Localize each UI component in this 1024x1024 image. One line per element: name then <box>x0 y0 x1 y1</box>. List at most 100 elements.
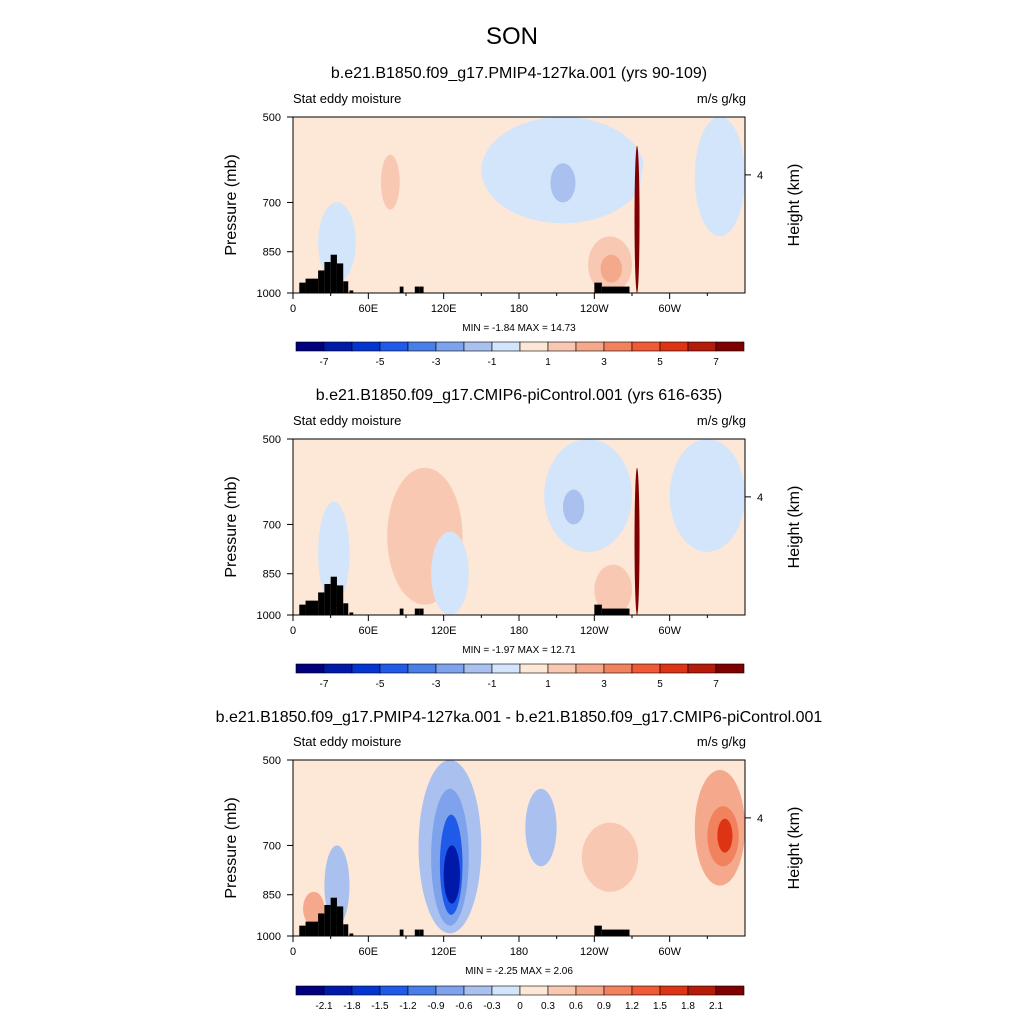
x-tick-label: 120W <box>580 625 609 637</box>
terrain-block <box>336 585 344 615</box>
y-tick-label: 1000 <box>257 931 281 943</box>
colorbar-swatch <box>575 663 605 674</box>
terrain-block <box>318 592 325 615</box>
y-tick-label: 850 <box>263 890 281 902</box>
colorbar-swatch <box>435 985 465 996</box>
y-axis-label: Pressure (mb) <box>223 154 240 255</box>
x-tick-label: 60E <box>359 303 379 315</box>
colorbar-swatch <box>407 663 437 674</box>
panel-1-right-label: m/s g/kg <box>697 91 746 106</box>
y-tick-label: 700 <box>263 840 281 852</box>
panel-2-plot: 0 60E 120E 180 120W 60W 500 700 850 1000 4 Pressure… <box>223 434 803 637</box>
colorbar-label: -1 <box>488 679 497 690</box>
panel-3-stats: MIN = -2.25 MAX = 2.06 <box>465 966 573 977</box>
colorbar-swatch <box>323 985 353 996</box>
terrain-block <box>594 604 602 615</box>
y-tick-label: 500 <box>263 112 281 124</box>
colorbar-label: -7 <box>320 679 329 690</box>
contour-region <box>318 501 350 605</box>
x-tick-label: 60W <box>658 946 681 958</box>
right-axis-label: Height (km) <box>786 807 803 890</box>
colorbar-label: 1.2 <box>625 1001 639 1012</box>
panel-1-plot: 0 60E 120E 180 120W 60W 500 700 850 1000 4 Pressure… <box>223 112 803 315</box>
panel-3-plot: 0 60E 120E 180 120W 60W 500 700 850 1000 4 Pressure… <box>223 755 803 958</box>
terrain-block <box>594 925 602 936</box>
panel-2-stats: MIN = -1.97 MAX = 12.71 <box>462 645 576 656</box>
x-tick-label: 60W <box>658 303 681 315</box>
x-tick-label: 180 <box>510 946 528 958</box>
terrain-block <box>299 282 306 293</box>
y-tick-label: 500 <box>263 434 281 446</box>
colorbar-label: 7 <box>713 357 719 368</box>
height-tick-label: 4 <box>757 170 763 182</box>
colorbar-label: 1.8 <box>681 1001 695 1012</box>
terrain-block <box>318 270 325 293</box>
colorbar-swatch <box>715 985 745 996</box>
terrain-block <box>601 286 630 293</box>
contour-region <box>594 564 632 615</box>
contour-region <box>412 202 450 293</box>
colorbar-swatch <box>631 341 661 352</box>
panel-2-right-label: m/s g/kg <box>697 413 746 428</box>
x-tick-label: 0 <box>290 946 296 958</box>
terrain-block <box>601 929 630 936</box>
terrain-block <box>349 933 354 936</box>
right-axis-label: Height (km) <box>786 486 803 569</box>
colorbar-swatch <box>323 663 353 674</box>
colorbar-label: -0.9 <box>427 1001 445 1012</box>
colorbar-swatch <box>491 341 521 352</box>
colorbar-label: -5 <box>376 357 385 368</box>
colorbar-swatch <box>547 985 577 996</box>
terrain-block <box>343 603 349 615</box>
colorbar-swatch <box>687 985 717 996</box>
contour-region <box>431 531 469 615</box>
y-tick-label: 850 <box>263 569 281 581</box>
colorbar-label: -1 <box>488 357 497 368</box>
colorbar-label: 0.6 <box>569 1001 583 1012</box>
right-axis-label: Height (km) <box>786 164 803 247</box>
colorbar-swatch <box>631 663 661 674</box>
terrain-block <box>419 286 424 293</box>
contour-region <box>634 145 640 293</box>
terrain-block <box>324 261 331 293</box>
colorbar-label: 7 <box>713 679 719 690</box>
colorbar-label: 5 <box>657 679 663 690</box>
colorbar-swatch <box>547 341 577 352</box>
colorbar-swatch <box>715 341 745 352</box>
field-background <box>293 760 745 936</box>
terrain-block <box>318 913 325 936</box>
colorbar-label: -7 <box>320 357 329 368</box>
colorbar-label: -5 <box>376 679 385 690</box>
panel-2-colorbar: -7 -5 -3 -1 1 3 5 7 <box>295 663 745 690</box>
x-tick-label: 180 <box>510 303 528 315</box>
contour-region <box>525 788 557 867</box>
panel-3-right-label: m/s g/kg <box>697 734 746 749</box>
x-tick-label: 0 <box>290 303 296 315</box>
panel-1-left-label: Stat eddy moisture <box>293 91 401 106</box>
terrain-block <box>299 925 306 936</box>
panel-2-title: b.e21.B1850.f09_g17.CMIP6-piControl.001 … <box>316 387 722 404</box>
colorbar-label: -1.2 <box>399 1001 417 1012</box>
y-tick-label: 1000 <box>257 610 281 622</box>
colorbar-label: 0.3 <box>541 1001 555 1012</box>
height-tick-label: 4 <box>757 813 763 825</box>
colorbar-swatch <box>519 985 549 996</box>
x-tick-label: 60E <box>359 946 379 958</box>
colorbar-swatch <box>715 663 745 674</box>
colorbar-swatch <box>407 341 437 352</box>
x-tick-label: 120E <box>431 946 457 958</box>
x-tick-label: 120W <box>580 303 609 315</box>
colorbar-label: 3 <box>601 679 607 690</box>
colorbar-swatch <box>351 985 381 996</box>
contour-region <box>694 117 745 237</box>
colorbar-swatch <box>659 985 689 996</box>
terrain-block <box>305 921 319 936</box>
colorbar-swatch <box>295 985 325 996</box>
colorbar-swatch <box>687 663 717 674</box>
x-tick-label: 120E <box>431 625 457 637</box>
colorbar-label: 0.9 <box>597 1001 611 1012</box>
contour-region <box>562 489 585 525</box>
colorbar-swatch <box>603 341 633 352</box>
colorbar-label: -3 <box>432 357 441 368</box>
